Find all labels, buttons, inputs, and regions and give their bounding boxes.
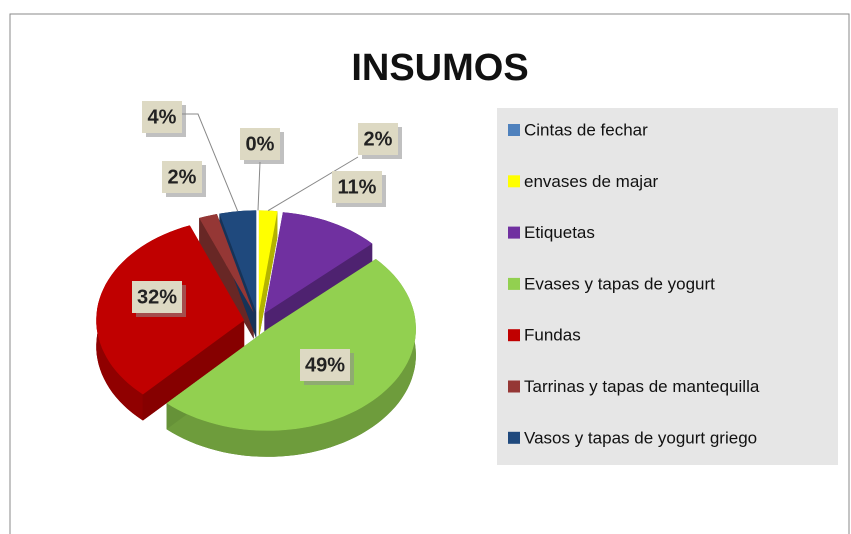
slice — [264, 212, 373, 314]
legend-label: Cintas de fechar — [524, 120, 648, 139]
legend — [497, 108, 838, 465]
data-label: 11% — [338, 176, 377, 198]
label-box — [300, 349, 350, 381]
legend-swatch — [508, 124, 520, 136]
slice — [258, 210, 278, 313]
data-label: 2% — [364, 128, 393, 150]
label-box — [132, 281, 182, 313]
label-box — [240, 128, 280, 160]
label-box — [358, 123, 398, 155]
leader-line — [257, 161, 261, 211]
legend-label: Tarrinas y tapas de mantequilla — [524, 377, 760, 396]
legend-label: Fundas — [524, 326, 581, 345]
slice — [199, 214, 254, 313]
data-label: 2% — [168, 166, 197, 188]
slice-side — [258, 211, 278, 339]
legend-swatch — [508, 431, 520, 444]
chart-title: INSUMOS — [351, 47, 528, 89]
leader-line — [182, 113, 239, 212]
data-label: 4% — [148, 106, 177, 128]
legend-swatch — [508, 175, 520, 188]
label-box — [332, 171, 382, 203]
legend-label: envases de majar — [524, 172, 659, 191]
slice-side — [142, 320, 245, 421]
slice — [166, 259, 416, 431]
slice-side — [199, 218, 254, 339]
legend-label: Vasos y tapas de yogurt griego — [524, 428, 757, 447]
data-label: 0% — [246, 133, 275, 155]
legend-swatch — [508, 277, 520, 290]
legend-swatch — [508, 226, 520, 239]
label-box — [142, 101, 182, 133]
legend-label: Evases y tapas de yogurt — [524, 274, 715, 293]
label-box — [162, 161, 202, 193]
data-label: 49% — [305, 354, 345, 376]
data-label: 32% — [137, 286, 177, 308]
legend-swatch — [508, 329, 520, 342]
legend-label: Etiquetas — [524, 223, 595, 242]
legend-swatch — [508, 380, 520, 393]
pie-tops — [96, 210, 416, 431]
slice — [219, 210, 257, 313]
leader-line — [267, 156, 359, 212]
